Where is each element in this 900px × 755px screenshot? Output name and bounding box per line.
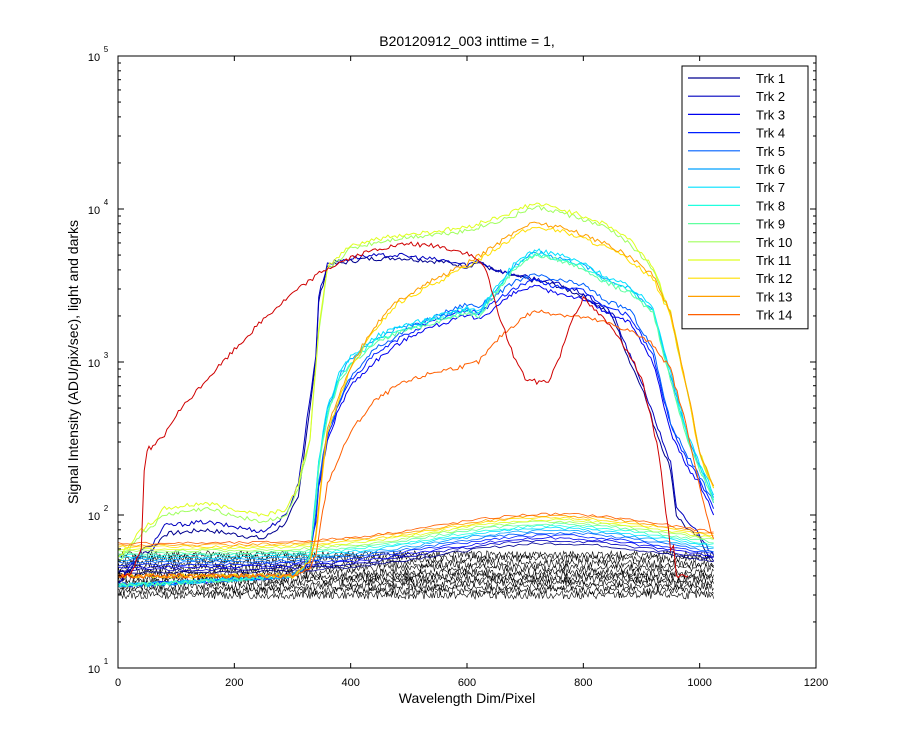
series-line (117, 309, 715, 579)
legend: Trk 1 Trk 2 Trk 3 Trk 4 Trk 5 Trk 6 Trk 7 Trk 8… (681, 65, 809, 330)
series-line (117, 252, 714, 583)
series-line (117, 253, 715, 588)
y-tick-label-base: 10 (88, 52, 100, 64)
series-line (117, 205, 715, 562)
series-baseline (117, 542, 714, 575)
x-tick-label: 400 (341, 677, 359, 689)
series-line (117, 256, 715, 586)
series-baseline (117, 520, 714, 553)
y-tick-label-base: 10 (88, 358, 100, 370)
legend-label: Trk 4 (756, 126, 785, 141)
chart-title: B20120912_003 inttime = 1, (379, 33, 555, 49)
y-axis-ticks: 10 1 10 2 10 3 10 4 10 5 (88, 45, 816, 676)
dark-frame-line (118, 550, 714, 560)
legend-label: Trk 13 (756, 289, 792, 304)
legend-label: Trk 6 (756, 162, 785, 177)
y-tick-label-base: 10 (88, 511, 100, 523)
legend-label: Trk 14 (756, 308, 792, 323)
legend-label: Trk 5 (756, 144, 785, 159)
y-tick-label-exp: 2 (104, 504, 109, 513)
series-baseline (117, 522, 714, 555)
series-baseline (117, 539, 714, 572)
series-baseline (117, 526, 714, 560)
y-tick-label-exp: 3 (104, 351, 109, 360)
x-axis-ticks: 0 200 400 600 800 1000 1200 (115, 56, 828, 689)
dark-frame-line (117, 585, 714, 596)
series-baseline (117, 529, 714, 562)
x-tick-label: 600 (458, 677, 476, 689)
series-line (117, 241, 689, 579)
legend-box (681, 65, 809, 330)
dark-frame-line (117, 553, 714, 564)
series-baseline (117, 514, 714, 547)
x-tick-label: 1000 (687, 677, 711, 689)
y-tick-label-exp: 1 (104, 657, 109, 666)
series-baseline (117, 512, 714, 545)
y-tick-label-base: 10 (88, 664, 100, 676)
legend-label: Trk 1 (756, 71, 785, 86)
y-tick-label-exp: 5 (104, 45, 109, 54)
legend-label: Trk 11 (756, 253, 791, 268)
legend-label: Trk 12 (756, 271, 792, 286)
x-tick-label: 1200 (804, 677, 828, 689)
legend-label: Trk 3 (756, 107, 785, 122)
y-tick-label-base: 10 (88, 205, 100, 217)
series-baseline (117, 532, 714, 564)
series-lines (117, 202, 715, 588)
legend-label: Trk 9 (756, 217, 785, 232)
x-axis-label: Wavelength Dim/Pixel (399, 690, 535, 706)
series-baseline (117, 536, 714, 569)
series-baseline (117, 524, 714, 557)
legend-label: Trk 8 (756, 198, 785, 213)
y-tick-label-exp: 4 (104, 198, 109, 207)
x-tick-label: 800 (574, 677, 592, 689)
series-baseline (117, 516, 714, 549)
series-line (117, 248, 715, 588)
x-tick-label: 0 (115, 677, 121, 689)
x-tick-label: 200 (225, 677, 243, 689)
series-line (117, 202, 715, 558)
legend-label: Trk 7 (756, 180, 785, 195)
legend-label: Trk 10 (756, 235, 792, 250)
series-baseline (117, 534, 714, 567)
y-axis-label: Signal Intensity (ADU/pix/sec), light an… (65, 220, 81, 504)
series-line (117, 252, 715, 588)
legend-label: Trk 2 (756, 89, 785, 104)
